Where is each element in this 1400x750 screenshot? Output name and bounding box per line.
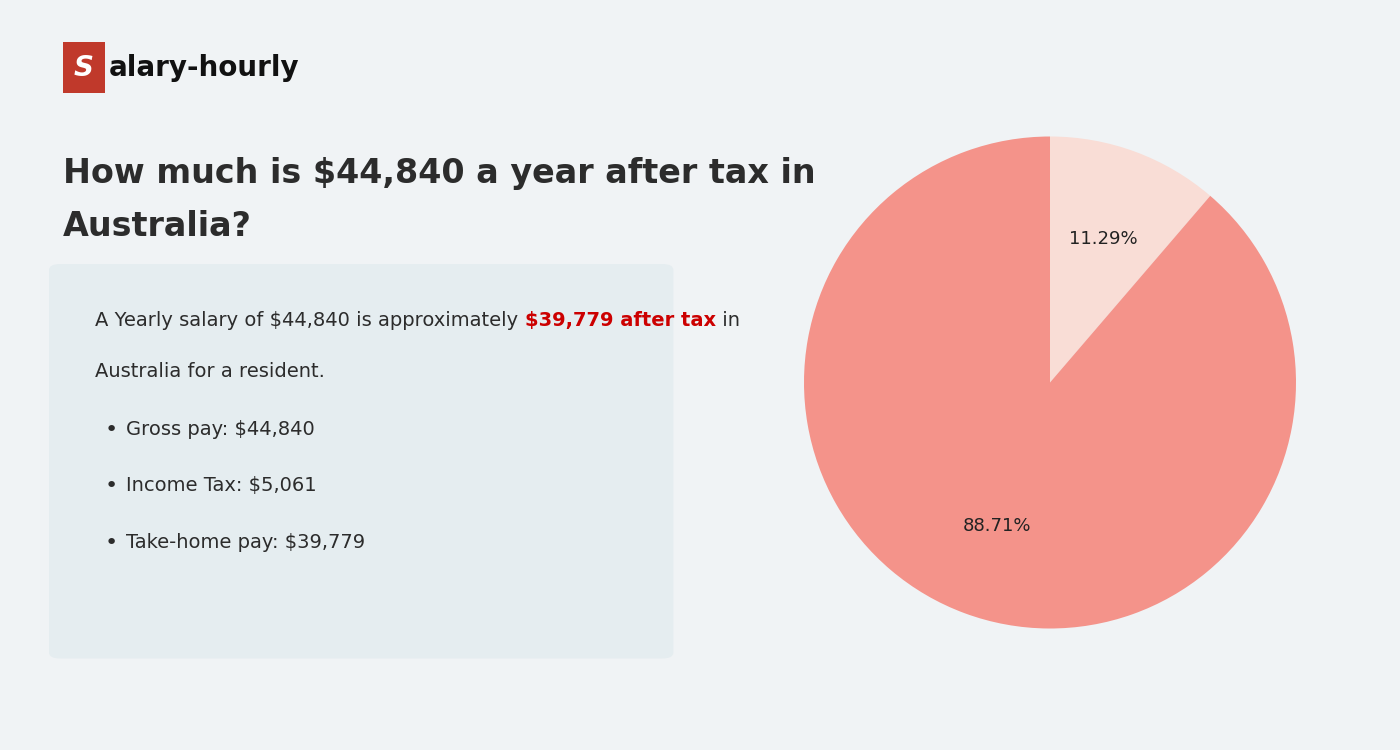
Text: Take-home pay: $39,779: Take-home pay: $39,779 — [126, 532, 365, 551]
Text: •: • — [105, 476, 118, 496]
Text: A Yearly salary of $44,840 is approximately: A Yearly salary of $44,840 is approximat… — [95, 311, 525, 330]
Text: $39,779 after tax: $39,779 after tax — [525, 311, 715, 330]
Text: Australia for a resident.: Australia for a resident. — [95, 362, 325, 381]
Wedge shape — [804, 136, 1296, 628]
Text: in: in — [715, 311, 739, 330]
Text: •: • — [105, 532, 118, 553]
Text: Australia?: Australia? — [63, 210, 252, 243]
Text: alary-hourly: alary-hourly — [109, 53, 300, 82]
Text: 88.71%: 88.71% — [963, 517, 1032, 535]
Wedge shape — [1050, 136, 1210, 382]
Text: Income Tax: $5,061: Income Tax: $5,061 — [126, 476, 316, 495]
Text: Gross pay: $44,840: Gross pay: $44,840 — [126, 420, 315, 439]
Text: How much is $44,840 a year after tax in: How much is $44,840 a year after tax in — [63, 158, 816, 190]
Text: 11.29%: 11.29% — [1068, 230, 1137, 248]
Text: •: • — [105, 420, 118, 440]
Text: S: S — [74, 53, 94, 82]
